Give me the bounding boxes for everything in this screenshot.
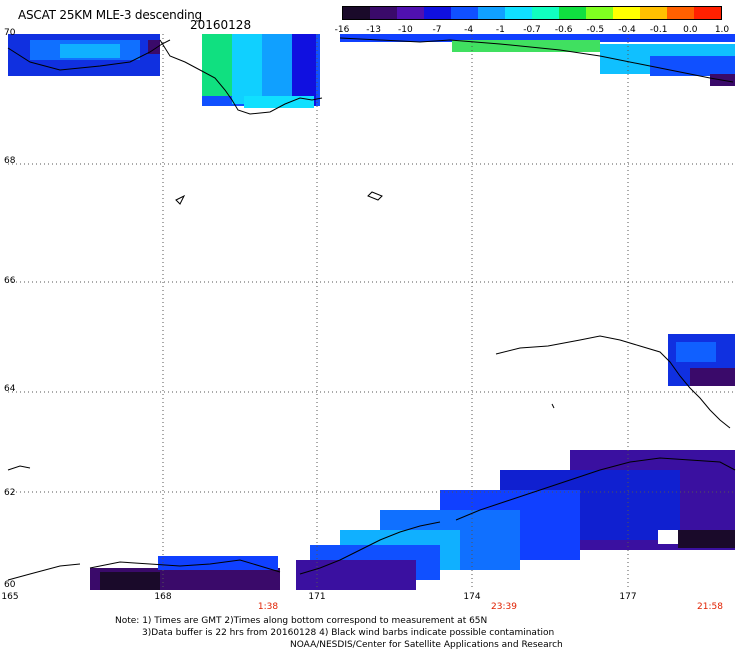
lat-label: 62 <box>4 488 16 498</box>
lon-label: 171 <box>308 592 326 602</box>
colorbar-swatch <box>424 7 451 19</box>
swath-cell <box>678 530 735 548</box>
colorbar-swatch <box>694 7 721 19</box>
colorbar-swatch <box>505 7 532 19</box>
colorbar-tick-label: -1 <box>495 25 505 35</box>
lon-label: 177 <box>619 592 637 602</box>
lon-label: 165 <box>1 592 19 602</box>
colorbar-swatch <box>667 7 694 19</box>
swath-cell <box>658 530 678 544</box>
swath-cell <box>296 560 416 590</box>
colorbar-swatch <box>640 7 667 19</box>
colorbar-tick-label: 0.0 <box>683 25 698 35</box>
lon-label: 174 <box>463 592 481 602</box>
lon-label: 168 <box>154 592 172 602</box>
colorbar-swatch <box>559 7 586 19</box>
swath-cell <box>690 368 735 386</box>
colorbar <box>342 6 722 20</box>
note-line-1: Note: 1) Times are GMT 2)Times along bot… <box>115 616 488 626</box>
colorbar-tick-label: -0.4 <box>618 25 636 35</box>
colorbar-swatch <box>370 7 397 19</box>
note-line-2: 3)Data buffer is 22 hrs from 20160128 4)… <box>142 628 555 638</box>
swath-cell <box>100 572 160 590</box>
colorbar-tick-label: -13 <box>366 25 382 35</box>
colorbar-swatch <box>478 7 505 19</box>
swath-cell <box>202 34 232 96</box>
colorbar-swatch <box>343 7 370 19</box>
time-label: 1:38 <box>257 602 279 612</box>
lat-label: 68 <box>4 156 16 166</box>
swath-cell <box>244 96 314 108</box>
data-swaths <box>8 34 735 590</box>
colorbar-tick-label: -0.1 <box>649 25 668 35</box>
swath-cell <box>232 34 262 104</box>
swath-cell <box>292 34 316 106</box>
colorbar-swatch <box>397 7 424 19</box>
swath-cell <box>262 34 292 106</box>
swath-cell <box>60 44 120 58</box>
time-label: 23:39 <box>491 602 517 612</box>
swath-cell <box>148 40 160 54</box>
colorbar-swatch <box>586 7 613 19</box>
colorbar-tick-label: -10 <box>397 25 413 35</box>
colorbar-swatch <box>613 7 640 19</box>
map-title: ASCAT 25KM MLE-3 descending <box>18 8 202 22</box>
lat-label: 70 <box>4 28 16 38</box>
land-hatches <box>551 403 555 409</box>
colorbar-tick-label: 1.0 <box>714 25 730 35</box>
colorbar-swatch <box>532 7 559 19</box>
lat-label: 60 <box>4 580 16 590</box>
graticule <box>8 34 735 590</box>
colorbar-tick-label: -0.5 <box>586 25 605 35</box>
colorbar-tick-label: -4 <box>464 25 474 35</box>
swath-cell <box>650 56 735 76</box>
colorbar-tick-label: -0.6 <box>554 25 573 35</box>
note-line-3: NOAA/NESDIS/Center for Satellite Applica… <box>290 640 563 650</box>
colorbar-tick-label: -7 <box>432 25 442 35</box>
map-date: 20160128 <box>190 18 252 32</box>
lat-label: 64 <box>4 384 16 394</box>
time-label: 21:58 <box>697 602 723 612</box>
colorbar-tick-label: -16 <box>334 25 350 35</box>
colorbar-tick-label: -0.7 <box>523 25 541 35</box>
coastline <box>7 37 736 581</box>
colorbar-swatch <box>451 7 478 19</box>
swath-cell <box>676 342 716 362</box>
swath-cell <box>340 34 735 42</box>
lat-label: 66 <box>4 276 16 286</box>
